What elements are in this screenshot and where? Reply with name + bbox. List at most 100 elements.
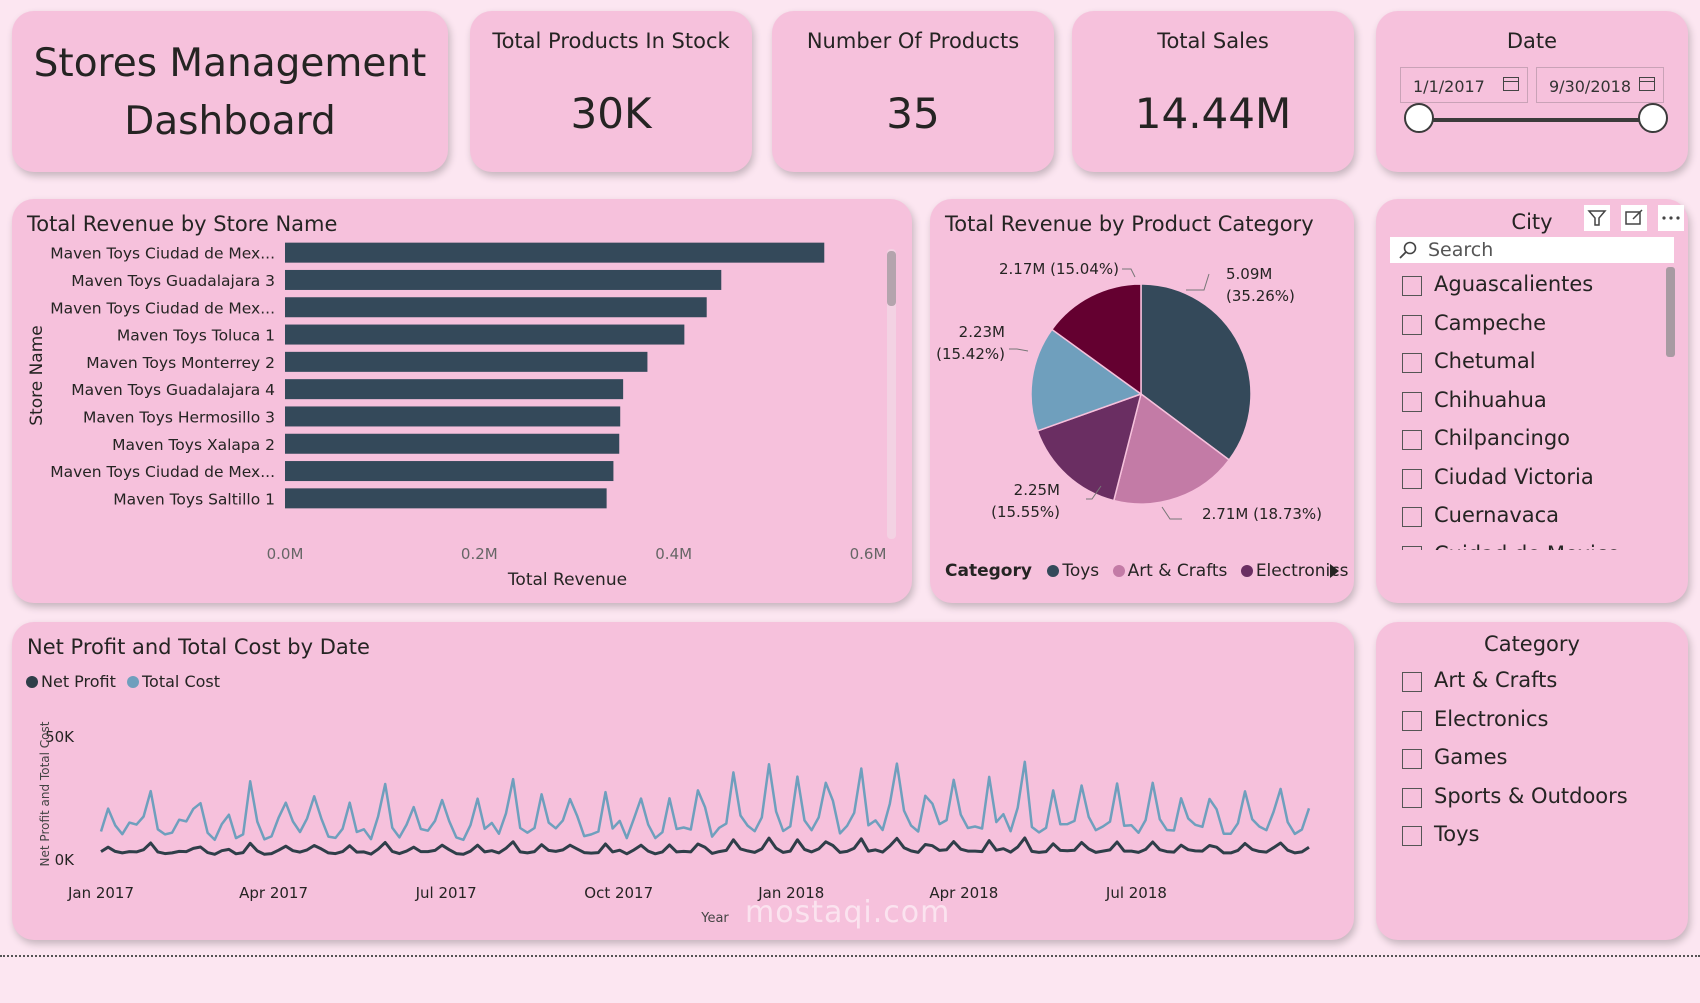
pie-slice[interactable]	[1030, 328, 1143, 432]
pie-slice[interactable]	[1050, 283, 1142, 396]
store-revenue-card: Total Revenue by Store Name Maven Toys C…	[12, 199, 912, 603]
date-range-track[interactable]	[1420, 118, 1644, 122]
legend-title: Category	[945, 561, 1032, 581]
end-date-input[interactable]: 9/30/2018	[1536, 67, 1664, 103]
category-option-label: Games	[1434, 745, 1508, 769]
category-option-label: Sports & Outdoors	[1434, 783, 1628, 808]
page-divider	[0, 955, 1700, 957]
bar[interactable]	[285, 406, 621, 427]
bar[interactable]	[285, 461, 614, 482]
pie-leader-line	[1086, 485, 1102, 500]
bar-category-label: Maven Toys Ciudad de Mex...	[50, 463, 275, 481]
bar[interactable]	[285, 379, 624, 400]
calendar-icon[interactable]	[1503, 77, 1519, 91]
pie-slice[interactable]	[1140, 283, 1252, 461]
legend-label: Art & Crafts	[1127, 561, 1228, 581]
calendar-icon[interactable]	[1639, 77, 1655, 91]
y-axis-label: Net Profit and Total Cost	[38, 721, 52, 866]
pie-leader-line	[1122, 268, 1136, 278]
legend-item[interactable]: Toys	[1047, 561, 1099, 581]
start-date-input[interactable]: 1/1/2017	[1400, 67, 1528, 103]
kpi-value: 30K	[570, 89, 652, 138]
city-option-label: Aguascalientes	[1434, 272, 1594, 296]
checkbox[interactable]	[1402, 545, 1422, 550]
checkbox[interactable]	[1402, 787, 1422, 808]
pie-data-label: 2.25M	[1014, 481, 1060, 499]
pie-data-label: 2.23M	[959, 323, 1005, 341]
legend-next-arrow[interactable]	[1328, 563, 1340, 579]
search-icon	[1399, 241, 1417, 259]
checkbox[interactable]	[1402, 826, 1422, 846]
kpi-label: Number Of Products	[806, 29, 1020, 53]
x-tick-label: Jan 2018	[757, 884, 824, 902]
pie-data-percent: (15.42%)	[936, 345, 1005, 363]
checkbox[interactable]	[1402, 672, 1422, 692]
pie-chart: 5.09M (35.26%) 2.71M (18.73%) 2.25M (15.55%)…	[936, 260, 1322, 523]
checkbox[interactable]	[1402, 430, 1422, 450]
bar-scrollbar-track[interactable]	[887, 249, 896, 539]
checkbox[interactable]	[1402, 353, 1422, 373]
city-slicer-title: City	[1511, 210, 1553, 234]
pie-slice[interactable]	[1036, 392, 1143, 502]
bar[interactable]	[285, 269, 722, 290]
category-list: Art & Crafts Electronics Games Sports & …	[1402, 666, 1672, 866]
total-cost-line[interactable]	[99, 760, 1311, 842]
x-tick-label: 0.2M	[461, 545, 498, 563]
bar-category-label: Maven Toys Ciudad de Mex...	[50, 299, 275, 317]
checkbox[interactable]	[1402, 314, 1422, 335]
bar-category-label: Maven Toys Ciudad de Mex...	[50, 245, 275, 263]
legend-item[interactable]: Total Cost	[127, 672, 220, 691]
bar-scrollbar-thumb[interactable]	[887, 251, 896, 306]
city-list-scrollbar[interactable]	[1666, 267, 1675, 357]
checkbox[interactable]	[1402, 391, 1422, 412]
legend-label: Electronics	[1255, 561, 1349, 581]
checkbox[interactable]	[1402, 468, 1422, 489]
checkbox[interactable]	[1402, 276, 1422, 296]
legend-dot	[1112, 565, 1125, 577]
city-option-label: Campeche	[1434, 310, 1547, 335]
city-option-label: Cuernavaca	[1434, 503, 1560, 527]
x-tick-label: Apr 2017	[239, 884, 308, 902]
bar[interactable]	[285, 242, 825, 263]
bar[interactable]	[285, 488, 607, 509]
category-option-label: Electronics	[1434, 706, 1549, 731]
category-option-label: Toys	[1434, 822, 1480, 846]
filter-icon[interactable]	[1584, 205, 1610, 231]
bar[interactable]	[285, 297, 707, 318]
y-axis-label: Store Name	[27, 325, 47, 426]
end-date-handle[interactable]	[1638, 103, 1668, 133]
pie-legend: Category Toys Art & Crafts Electronics	[945, 561, 1348, 581]
legend-item[interactable]: Net Profit	[26, 672, 116, 691]
focus-mode-icon[interactable]	[1621, 205, 1647, 231]
line-chart: 0K 50K Jan 2017 Apr 2017 Jul 2017 Oct 2017 Jan…	[38, 721, 1311, 926]
kpi-value: 35	[886, 89, 940, 138]
checkbox[interactable]	[1402, 749, 1422, 769]
legend-label: Net Profit	[41, 672, 116, 691]
category-slicer: Category Art & Crafts Electronics Games …	[1376, 622, 1688, 940]
checkbox[interactable]	[1402, 710, 1422, 731]
x-tick-label: Jan 2017	[67, 884, 134, 902]
legend-item[interactable]: Art & Crafts	[1112, 561, 1228, 581]
bar-category-label: Maven Toys Saltillo 1	[113, 490, 275, 508]
bar-chart: Maven Toys Ciudad de Mex... Maven Toys Gu…	[27, 242, 896, 590]
bar[interactable]	[285, 433, 620, 454]
city-option-label: Chetumal	[1434, 349, 1536, 373]
checkbox[interactable]	[1402, 507, 1422, 527]
category-slicer-title: Category	[1484, 632, 1580, 656]
legend-dot	[127, 676, 139, 688]
end-date-value: 9/30/2018	[1549, 77, 1632, 96]
city-search-box[interactable]: Search	[1390, 237, 1674, 263]
kpi-card-number-of-products: Number Of Products 35	[772, 11, 1054, 172]
bar-category-label: Maven Toys Toluca 1	[117, 327, 275, 345]
pie-slice[interactable]	[1112, 392, 1231, 505]
net-profit-line[interactable]	[100, 836, 1310, 856]
more-options-icon[interactable]	[1658, 205, 1684, 231]
bar[interactable]	[285, 351, 648, 372]
date-slicer-title: Date	[1506, 29, 1558, 53]
start-date-handle[interactable]	[1404, 103, 1434, 133]
category-revenue-card: Total Revenue by Product Category 5.09M (…	[930, 199, 1354, 603]
legend-item[interactable]: Electronics	[1240, 561, 1349, 581]
bar[interactable]	[285, 324, 685, 345]
profit-cost-card: Net Profit and Total Cost by Date Net Pr…	[12, 622, 1354, 940]
watermark: mostaqi.com	[745, 895, 951, 930]
